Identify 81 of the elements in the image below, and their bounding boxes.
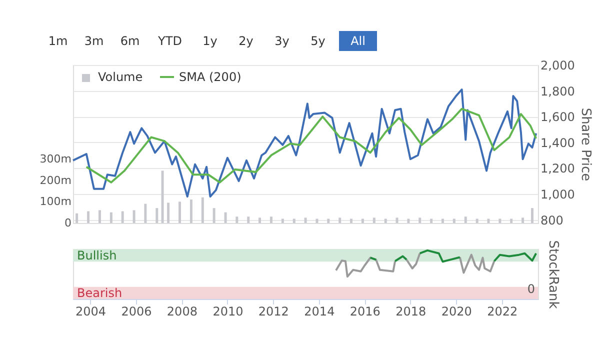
bar [178, 202, 181, 223]
bar [190, 200, 192, 223]
bar [361, 218, 364, 223]
y-tick-label: 1,800 [540, 84, 575, 98]
bar [338, 218, 342, 223]
x-tick-label: 2022 [487, 304, 518, 318]
y2-tick-label: 0 [64, 216, 72, 230]
text: 1y [202, 34, 218, 48]
y2-tick-label: 200m [40, 174, 72, 187]
bar [98, 210, 101, 223]
y-tick-label: 1,400 [540, 136, 575, 150]
bar [384, 218, 387, 223]
y-axis-title: Share Price [578, 108, 593, 182]
bar [304, 218, 307, 223]
bar [476, 218, 478, 223]
y-tick-label: 800 [540, 213, 564, 228]
bar [487, 218, 490, 223]
x-tick-label: 2012 [258, 304, 289, 318]
bar [121, 211, 124, 223]
bar [144, 204, 147, 223]
bar [522, 218, 524, 223]
y-tick-label: 2,000 [540, 58, 575, 72]
x-tick-label: 2018 [396, 304, 426, 318]
text: All [350, 34, 366, 48]
annotation: 0 [527, 282, 535, 296]
bar [441, 218, 444, 223]
x-tick-label: 2014 [304, 304, 335, 318]
band-label: Bearish [77, 286, 122, 300]
x-tick-label: 2010 [212, 304, 244, 318]
bar [316, 218, 318, 223]
y-axis-title: StockRank [546, 240, 560, 310]
bar [327, 218, 330, 223]
bar [161, 170, 164, 223]
x-tick-label: 2016 [350, 304, 380, 318]
bar [87, 211, 90, 223]
x-tick-label: 2004 [75, 304, 106, 318]
bar [430, 218, 433, 223]
bar [281, 218, 284, 223]
y2-tick-label: 100m [40, 195, 72, 208]
bar [418, 218, 422, 223]
bar [201, 197, 204, 223]
bar [407, 218, 410, 223]
x-tick-label: 2006 [121, 304, 152, 318]
text: 3y [274, 34, 290, 48]
text: 3m [84, 34, 104, 48]
y-tick-label: 1,000 [540, 187, 575, 202]
bar [498, 218, 502, 223]
x-tick-label: 2020 [441, 304, 472, 318]
bar [530, 208, 534, 223]
bar [372, 218, 376, 223]
bar [167, 202, 170, 223]
bar [396, 218, 398, 223]
bar [110, 212, 112, 223]
line-series [72, 88, 538, 198]
bar [350, 218, 352, 223]
text: 6m [120, 34, 140, 48]
band-label: Bullish [77, 248, 117, 262]
y-tick-label: 1,600 [540, 110, 575, 124]
bar [258, 218, 262, 223]
bar [464, 216, 467, 223]
legend-label: SMA (200) [179, 70, 242, 84]
y2-tick-label: 300m [40, 152, 72, 166]
text: 5y [310, 34, 326, 48]
text: 2y [238, 34, 254, 48]
bar [510, 218, 513, 223]
bar [236, 216, 238, 223]
bar [76, 213, 78, 223]
bar [212, 208, 216, 223]
bar [270, 216, 272, 223]
bar [224, 212, 227, 223]
x-tick-label: 2008 [166, 304, 198, 318]
text: YTD [157, 34, 182, 48]
line-series [85, 108, 538, 184]
bar [292, 218, 296, 223]
legend-label: Volume [98, 70, 143, 84]
bar [247, 216, 250, 223]
bar [156, 208, 158, 223]
bar [132, 210, 136, 223]
bar [452, 218, 456, 223]
y-tick-label: 1,200 [540, 162, 575, 176]
text: 1m [48, 34, 68, 48]
